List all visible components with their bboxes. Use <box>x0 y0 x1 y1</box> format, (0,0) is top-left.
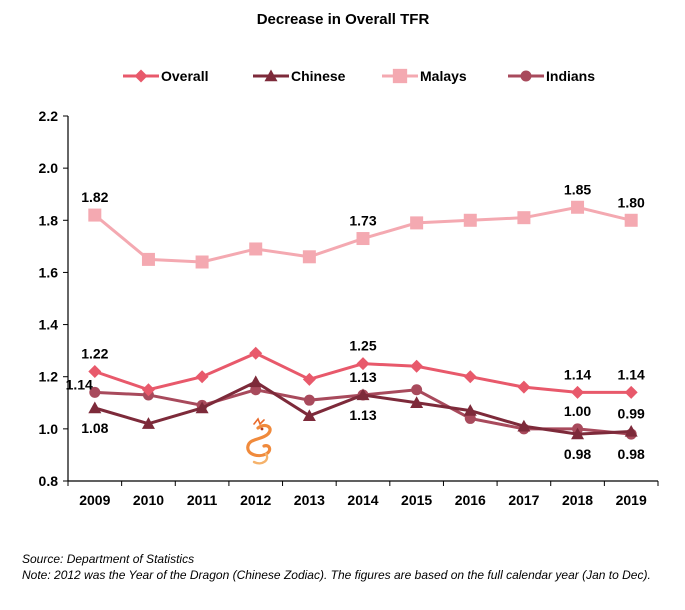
legend-label-indians: Indians <box>546 68 595 84</box>
series-chinese <box>88 375 638 440</box>
data-point-chinese <box>463 404 477 416</box>
data-point-malays <box>195 255 209 269</box>
data-point-indians <box>411 384 423 396</box>
legend-item-chinese: Chinese <box>253 68 346 84</box>
data-point-chinese <box>517 419 531 432</box>
data-point-malays <box>141 252 155 266</box>
data-point-malays <box>302 250 316 264</box>
legend-marker-overall <box>134 69 148 83</box>
x-tick-label: 2014 <box>347 492 378 508</box>
data-point-malays <box>624 213 638 227</box>
y-tick-label: 1.2 <box>39 369 59 385</box>
legend-marker-malays <box>392 68 408 84</box>
x-tick-label: 2012 <box>240 492 271 508</box>
series-overall <box>88 346 638 399</box>
data-point-overall <box>249 346 263 360</box>
x-tick-label: 2009 <box>79 492 110 508</box>
data-point-malays <box>249 242 263 256</box>
data-point-overall <box>624 385 638 399</box>
x-tick-label: 2011 <box>187 492 218 508</box>
data-point-malays <box>88 208 102 222</box>
x-tick-label: 2018 <box>562 492 593 508</box>
data-point-chinese <box>356 388 370 401</box>
legend-item-indians: Indians <box>508 68 595 84</box>
data-point-overall <box>141 383 155 397</box>
data-point-overall <box>571 385 585 399</box>
data-point-overall <box>88 365 102 378</box>
data-point-malays <box>410 216 424 230</box>
data-point-overall <box>195 370 209 384</box>
data-label: 0.99 <box>618 405 645 421</box>
data-label: 1.14 <box>564 366 591 382</box>
data-point-indians <box>303 394 315 406</box>
line-chart: Decrease in Overall TFR Overall Chinese Ma… <box>39 11 659 508</box>
y-tick-label: 0.8 <box>39 473 59 489</box>
chart-title: Decrease in Overall TFR <box>257 11 430 28</box>
data-point-chinese <box>302 409 316 422</box>
legend-marker-chinese <box>264 69 278 82</box>
data-label: 1.80 <box>618 194 645 210</box>
data-label: 1.73 <box>349 213 376 229</box>
data-label: 1.13 <box>349 369 376 385</box>
data-point-overall <box>302 372 316 386</box>
chart-series <box>88 200 638 440</box>
data-point-malays <box>463 213 477 227</box>
data-point-chinese <box>571 427 585 440</box>
data-point-chinese <box>410 396 424 408</box>
dragon-icon <box>246 417 272 465</box>
data-label: 1.14 <box>66 376 93 392</box>
footer-note: Note: 2012 was the Year of the Dragon (C… <box>22 568 651 582</box>
footer-source: Source: Department of Statistics <box>22 552 195 566</box>
data-point-chinese <box>141 417 155 429</box>
data-label: 1.25 <box>349 338 376 354</box>
legend-label-overall: Overall <box>161 68 208 84</box>
data-point-overall <box>410 359 424 373</box>
data-label: 1.85 <box>564 181 591 197</box>
data-point-malays <box>356 232 370 246</box>
data-point-chinese <box>624 424 638 437</box>
data-point-overall <box>517 380 531 394</box>
x-tick-label: 2013 <box>294 492 325 508</box>
data-point-indians <box>89 386 101 398</box>
x-tick-label: 2016 <box>455 492 486 508</box>
chart-data-labels: 1.82 1.73 1.85 1.80 1.22 1.25 1.14 1.14 1.14 1.13… <box>66 181 645 462</box>
data-point-malays <box>571 200 585 214</box>
legend-item-malays: Malays <box>382 68 467 84</box>
x-tick-label: 2015 <box>401 492 432 508</box>
data-label: 1.22 <box>81 346 108 362</box>
x-tick-label: 2019 <box>616 492 647 508</box>
y-tick-label: 1.0 <box>39 421 59 437</box>
data-label: 1.00 <box>564 403 591 419</box>
data-point-overall <box>463 370 477 384</box>
data-point-chinese <box>249 375 263 388</box>
legend-label-chinese: Chinese <box>291 68 346 84</box>
data-label: 1.13 <box>349 407 376 423</box>
chart-legend: Overall Chinese Malays Indians <box>123 68 595 84</box>
data-point-chinese <box>195 401 209 414</box>
y-tick-label: 1.6 <box>39 264 59 280</box>
legend-item-overall: Overall <box>123 68 208 84</box>
data-label: 0.98 <box>564 446 591 462</box>
data-label: 0.98 <box>618 446 645 462</box>
y-tick-label: 2.0 <box>39 160 59 176</box>
data-label: 1.08 <box>81 420 108 436</box>
data-label: 1.14 <box>618 366 645 382</box>
legend-label-malays: Malays <box>420 68 467 84</box>
data-label: 1.82 <box>81 189 108 205</box>
data-point-chinese <box>88 401 102 414</box>
y-tick-label: 2.2 <box>39 108 59 124</box>
y-tick-label: 1.8 <box>39 212 59 228</box>
data-point-malays <box>517 211 531 225</box>
legend-marker-indians <box>520 70 532 82</box>
x-tick-label: 2010 <box>133 492 164 508</box>
series-malays <box>88 200 638 269</box>
data-point-overall <box>356 357 370 371</box>
y-tick-label: 1.4 <box>39 317 59 333</box>
x-tick-label: 2017 <box>508 492 539 508</box>
chart-axes: 0.8 1.0 1.2 1.4 1.6 1.8 2.0 2.2 2009 2010 2011 2012… <box>39 108 659 508</box>
